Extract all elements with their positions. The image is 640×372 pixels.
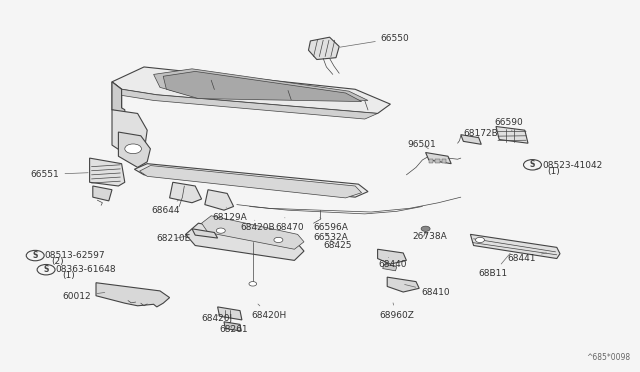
Polygon shape bbox=[112, 82, 125, 115]
Polygon shape bbox=[134, 164, 368, 197]
Text: (1): (1) bbox=[62, 271, 75, 280]
Text: 68420J: 68420J bbox=[202, 314, 233, 323]
Text: 26738A: 26738A bbox=[412, 232, 447, 241]
Text: 68129A: 68129A bbox=[212, 207, 247, 222]
Polygon shape bbox=[163, 71, 362, 102]
Text: 68420B: 68420B bbox=[240, 220, 275, 232]
Text: S: S bbox=[44, 265, 49, 274]
Polygon shape bbox=[112, 110, 147, 160]
Text: 68B11: 68B11 bbox=[479, 253, 510, 278]
Text: (1): (1) bbox=[547, 167, 560, 176]
Text: 68420H: 68420H bbox=[252, 304, 287, 320]
Polygon shape bbox=[118, 89, 378, 119]
Polygon shape bbox=[205, 190, 234, 210]
Text: 68425: 68425 bbox=[323, 240, 352, 250]
Polygon shape bbox=[202, 216, 304, 249]
Text: ^685*0098: ^685*0098 bbox=[586, 353, 630, 362]
Text: 60012: 60012 bbox=[63, 292, 105, 301]
Text: (2): (2) bbox=[51, 257, 64, 266]
Text: 66532A: 66532A bbox=[314, 233, 348, 242]
Polygon shape bbox=[154, 69, 368, 100]
Bar bbox=[435, 159, 440, 163]
Polygon shape bbox=[426, 153, 451, 164]
Text: 68410: 68410 bbox=[404, 285, 450, 296]
Text: 68172B: 68172B bbox=[463, 129, 498, 138]
Circle shape bbox=[274, 237, 283, 243]
Text: 68960Z: 68960Z bbox=[379, 303, 413, 320]
Text: 08513-62597: 08513-62597 bbox=[45, 251, 106, 260]
Text: 68210E: 68210E bbox=[156, 234, 191, 243]
Polygon shape bbox=[461, 135, 481, 144]
Circle shape bbox=[421, 226, 430, 231]
Circle shape bbox=[476, 237, 484, 243]
Polygon shape bbox=[218, 307, 242, 320]
Polygon shape bbox=[224, 322, 241, 331]
Bar bbox=[442, 159, 446, 163]
Polygon shape bbox=[112, 82, 122, 115]
Text: 68261: 68261 bbox=[219, 326, 248, 334]
Text: 08523-41042: 08523-41042 bbox=[543, 161, 603, 170]
Text: 68441: 68441 bbox=[508, 253, 547, 263]
Text: 68470: 68470 bbox=[275, 218, 304, 232]
Text: 66550: 66550 bbox=[340, 34, 410, 47]
Polygon shape bbox=[470, 234, 560, 259]
Text: S: S bbox=[530, 160, 535, 169]
Text: 66551: 66551 bbox=[31, 170, 88, 179]
Circle shape bbox=[125, 144, 141, 154]
Bar bbox=[429, 159, 433, 163]
Text: 66590: 66590 bbox=[495, 118, 524, 131]
Polygon shape bbox=[93, 186, 112, 201]
Polygon shape bbox=[378, 249, 406, 264]
Text: 08363-61648: 08363-61648 bbox=[56, 265, 116, 274]
Circle shape bbox=[249, 282, 257, 286]
Polygon shape bbox=[186, 223, 304, 260]
Polygon shape bbox=[387, 277, 419, 292]
Text: 66596A: 66596A bbox=[314, 218, 348, 232]
Circle shape bbox=[216, 228, 225, 233]
Text: 68440: 68440 bbox=[378, 257, 407, 269]
Text: 68644: 68644 bbox=[152, 200, 180, 215]
Polygon shape bbox=[383, 264, 397, 271]
Polygon shape bbox=[170, 182, 202, 203]
Polygon shape bbox=[496, 126, 528, 143]
Polygon shape bbox=[308, 37, 339, 60]
Polygon shape bbox=[112, 67, 390, 113]
Polygon shape bbox=[96, 283, 170, 307]
Polygon shape bbox=[90, 158, 125, 186]
Text: 96501: 96501 bbox=[408, 140, 436, 149]
Text: S: S bbox=[33, 251, 38, 260]
Polygon shape bbox=[192, 229, 218, 238]
Polygon shape bbox=[140, 166, 362, 198]
Polygon shape bbox=[118, 132, 150, 167]
